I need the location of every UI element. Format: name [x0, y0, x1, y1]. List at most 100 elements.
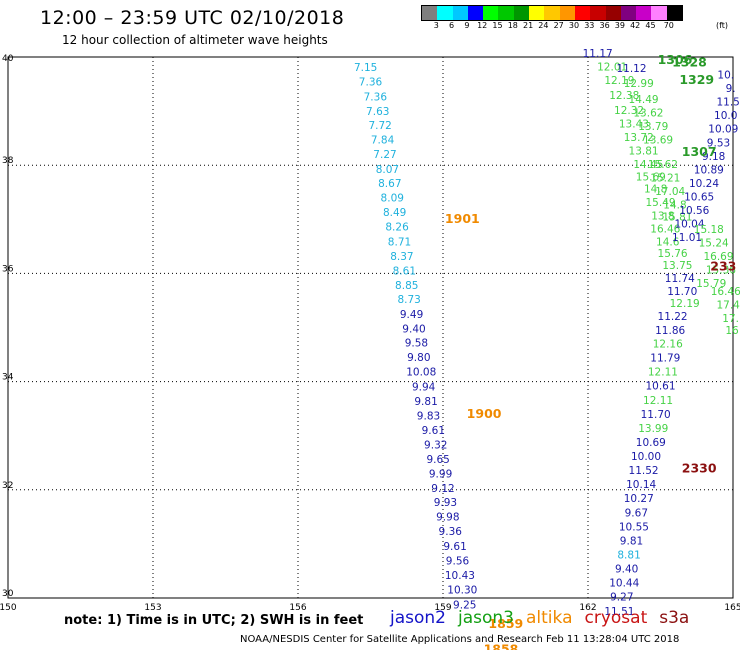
- legend-item-cryosat: cryosat: [584, 608, 648, 628]
- wave-height-label: 7.36: [359, 77, 383, 89]
- wave-height-label: 10.27: [624, 493, 654, 505]
- wave-height-label: 17.4: [716, 300, 740, 312]
- wave-height-label: 13.43: [619, 118, 649, 130]
- wave-height-label: 10.09: [708, 124, 738, 136]
- color-swatch: [636, 6, 652, 20]
- lat-lon-grid: [8, 57, 733, 598]
- wave-height-label: 10.: [717, 70, 734, 82]
- pass-time-label: 1858: [484, 642, 519, 650]
- color-scale-label: 18: [507, 21, 518, 30]
- wave-height-label: 10.04: [674, 218, 704, 230]
- wave-height-label: 10.61: [645, 381, 675, 393]
- color-scale-label: 3: [433, 21, 439, 30]
- color-swatch: [620, 6, 637, 20]
- wave-height-label: 9.25: [453, 599, 476, 611]
- wave-height-label: 8.49: [383, 207, 406, 219]
- wave-height-label: 9.67: [625, 507, 648, 519]
- wave-height-label: 11.70: [667, 286, 697, 298]
- wave-height-label: 7.84: [371, 135, 395, 147]
- pass-time-label: 1329: [679, 72, 714, 87]
- lat-tick-label: 30: [2, 589, 14, 599]
- wave-height-label: 9.27: [610, 592, 633, 604]
- axis-tick-labels: 150 153 156 159 162 165 30 32 34 36 38 40: [0, 54, 740, 613]
- color-scale-label: 15: [492, 21, 503, 30]
- pass-time-label: 1901: [445, 211, 480, 226]
- map-frame: [7, 56, 734, 599]
- wave-height-label: 15.18: [694, 224, 724, 236]
- wave-height-label: 8.85: [395, 280, 418, 292]
- wave-height-label: 10.14: [626, 479, 656, 491]
- lon-tick-label: 153: [144, 603, 161, 613]
- wave-height-label: 9.80: [407, 352, 430, 364]
- color-scale-label: 36: [599, 21, 610, 30]
- wave-height-label: 16.69: [703, 251, 733, 263]
- color-scale-label: 24: [538, 21, 549, 30]
- wave-height-label: 14.8: [644, 183, 667, 195]
- wave-height-label: 9.61: [443, 541, 466, 553]
- wave-height-label: 11.52: [629, 465, 659, 477]
- lat-tick-label: 36: [2, 264, 14, 274]
- wave-height-label: 9.65: [426, 454, 449, 466]
- wave-height-label: 7.72: [368, 120, 391, 132]
- legend-item-jason3: jason3: [458, 608, 514, 628]
- wave-height-label: 10.43: [445, 570, 475, 582]
- wave-height-label: 13.8: [651, 210, 674, 222]
- lon-tick-label: 150: [0, 603, 17, 613]
- color-swatch: [559, 6, 575, 20]
- map-title: 12:00 – 23:59 UTC 02/10/2018: [40, 7, 345, 29]
- wave-height-label: 10.55: [619, 521, 649, 533]
- wave-height-label: 9.12: [431, 483, 454, 495]
- color-scale-bar: [421, 5, 684, 21]
- color-swatch: [437, 6, 453, 20]
- wave-height-label: 11.12: [616, 63, 646, 75]
- wave-height-label: 14.8: [663, 199, 686, 211]
- wave-height-label: 15.49: [645, 197, 675, 209]
- map-subtitle: 12 hour collection of altimeter wave hei…: [62, 33, 328, 47]
- wave-height-label: 15.69: [636, 171, 666, 183]
- color-swatch: [590, 6, 606, 20]
- wave-height-label: 15.76: [658, 248, 688, 260]
- wave-height-label: 9.36: [439, 526, 463, 538]
- wave-height-label: 15.62: [648, 159, 678, 171]
- wave-height-label: 13.99: [638, 423, 668, 435]
- wave-height-label: 11.79: [650, 353, 680, 365]
- wave-height-label: 11.74: [665, 273, 695, 285]
- wave-height-label: 11.22: [658, 311, 688, 323]
- wave-height-label: 10.08: [406, 367, 436, 379]
- wave-height-label: 16.46: [650, 223, 680, 235]
- color-scale-label: 70: [663, 21, 674, 30]
- wave-height-label: 11.86: [655, 325, 685, 337]
- color-swatch: [452, 6, 468, 20]
- wave-height-label: 9.40: [615, 564, 638, 576]
- wave-height-label: 15.79: [696, 278, 726, 290]
- lat-tick-label: 34: [2, 373, 14, 383]
- wave-height-label: 9.18: [702, 151, 725, 163]
- wave-height-label: 8.61: [393, 265, 416, 277]
- legend-item-altika: altika: [526, 608, 573, 628]
- wave-height-label: 9.53: [707, 137, 730, 149]
- color-swatch: [605, 6, 621, 20]
- lon-tick-label: 162: [579, 603, 596, 613]
- lat-tick-label: 40: [2, 54, 14, 64]
- color-swatch: [651, 6, 667, 20]
- color-swatch: [498, 6, 514, 20]
- wave-height-label: 10.00: [631, 451, 661, 463]
- lon-tick-label: 159: [434, 603, 451, 613]
- wave-height-label: 12.11: [643, 395, 673, 407]
- wave-height-label: 8.07: [376, 164, 399, 176]
- wave-height-label: 9.83: [417, 410, 440, 422]
- color-swatch: [513, 6, 530, 20]
- wave-height-label: 7.36: [364, 91, 388, 103]
- color-scale-label: 21: [523, 21, 534, 30]
- wave-height-label: 10.24: [689, 178, 719, 190]
- wave-height-label: 10.65: [684, 191, 714, 203]
- wave-height-label: 12.38: [609, 90, 639, 102]
- wave-height-label: 7.15: [354, 62, 377, 74]
- color-swatch: [422, 6, 438, 20]
- wave-height-label: 9.56: [446, 555, 470, 567]
- color-swatch: [529, 6, 545, 20]
- wave-height-label: 15.21: [650, 172, 680, 184]
- wave-height-label: 9.40: [402, 323, 425, 335]
- wave-height-label: 14.49: [629, 94, 659, 106]
